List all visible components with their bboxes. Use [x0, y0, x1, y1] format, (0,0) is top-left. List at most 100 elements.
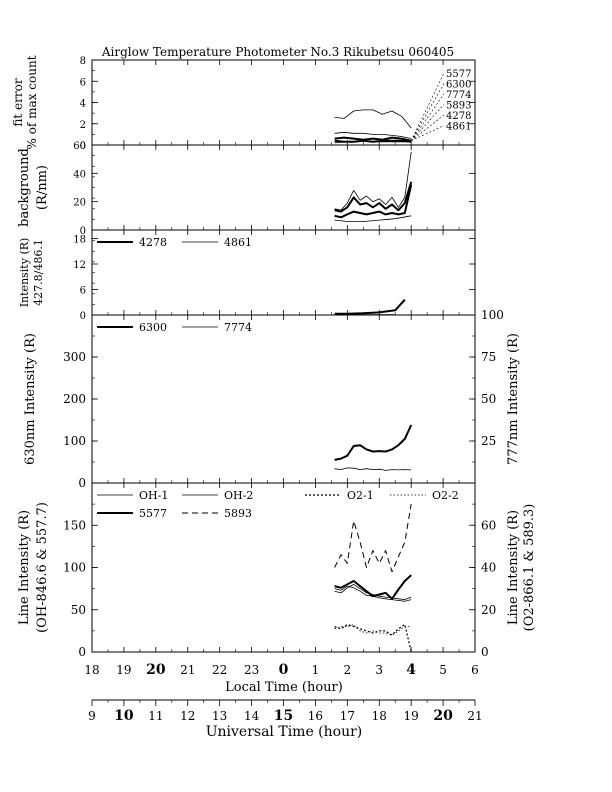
y-axis-label: fit error — [11, 78, 25, 126]
local-tick-label: 18 — [84, 663, 99, 677]
y-tick-label: 12 — [73, 260, 86, 271]
y-tick-label-right: 40 — [481, 561, 496, 575]
y-axis-label-right: (O2-866.1 & 589.3) — [522, 504, 537, 632]
y-tick-label: 2 — [80, 120, 86, 131]
y-tick-label: 0 — [80, 226, 86, 237]
y-tick-label-right: 20 — [481, 603, 496, 617]
universal-tick-label: 20 — [433, 708, 453, 724]
y-tick-label: 50 — [71, 603, 86, 617]
series-5893 — [334, 504, 412, 573]
y-tick-label: 40 — [73, 169, 86, 180]
legend-label-OH-2: OH-2 — [224, 489, 253, 502]
y-axis-label-right: Line Intensity (R) — [506, 510, 521, 625]
universal-tick-label: 17 — [340, 709, 355, 723]
y-tick-label: 18 — [73, 235, 86, 246]
y-tick-label: 8 — [80, 56, 86, 67]
series-O2-1 — [334, 623, 412, 653]
local-tick-label: 6 — [471, 663, 479, 677]
legend-label-7774: 7774 — [224, 321, 252, 334]
local-tick-label: 19 — [116, 663, 131, 677]
leader-4278 — [410, 114, 445, 141]
local-tick-label: 2 — [344, 663, 352, 677]
y-axis-label: % of max count — [25, 55, 39, 149]
panel-background: 0 20 40 60 background (R/nm) — [17, 141, 476, 237]
series-5893 — [334, 109, 412, 129]
series-4278 — [334, 299, 406, 315]
universal-tick-label: 12 — [180, 709, 195, 723]
legend-label-4861: 4861 — [224, 236, 252, 249]
y-tick-label-right: 100 — [481, 308, 504, 322]
series-O2-2 — [334, 624, 412, 636]
y-axis-label: background — [17, 148, 32, 227]
series-7774 — [334, 131, 412, 139]
y-tick-label-right: 25 — [481, 434, 496, 448]
panel-blue-intensity: 0 6 12 18 Intensity (R) 427.8/486.1 4278 4861 — [18, 229, 476, 322]
legend-label-5577: 5577 — [139, 507, 167, 520]
y-axis-label: Intensity (R) — [18, 238, 31, 308]
universal-tick-label: 19 — [404, 709, 419, 723]
y-tick-label-right: 50 — [481, 392, 496, 406]
universal-tick-label: 21 — [467, 709, 482, 723]
y-tick-label: 300 — [63, 350, 86, 364]
legend-label-4278: 4278 — [139, 236, 167, 249]
fit-label-4278: 4278 — [446, 111, 471, 122]
y-tick-label: 150 — [63, 518, 86, 532]
y-tick-label: 6 — [80, 77, 86, 88]
panel-fit-error: 0 2 4 6 8 fit error% of max count 557763007774… — [11, 55, 476, 152]
y-tick-label: 100 — [63, 434, 86, 448]
universal-tick-label: 16 — [308, 709, 323, 723]
y-tick-label: 200 — [63, 392, 86, 406]
local-tick-label: 23 — [244, 663, 259, 677]
local-tick-label: 0 — [279, 662, 289, 678]
y-axis-label: 630nm Intensity (R) — [23, 333, 38, 465]
legend-label-O2-2: O2-2 — [432, 489, 459, 502]
y-tick-label: 0 — [78, 645, 86, 659]
universal-tick-label: 14 — [244, 709, 260, 723]
panel-frame — [91, 314, 476, 484]
series-bg-3 — [334, 181, 413, 213]
series-bg-2 — [334, 152, 412, 211]
y-tick-label: 100 — [63, 561, 86, 575]
panel-frame — [91, 144, 476, 231]
series-6300 — [334, 424, 413, 461]
y-axis-label: (R/nm) — [35, 165, 50, 210]
y-tick-label: 0 — [80, 141, 86, 152]
y-tick-label: 4 — [80, 99, 86, 110]
legend-label-6300: 6300 — [139, 321, 167, 334]
universal-tick-label: 9 — [88, 709, 96, 723]
fit-label-6300: 6300 — [446, 80, 471, 91]
universal-tick-label: 13 — [212, 709, 227, 723]
y-axis-label: Line Intensity (R) — [17, 510, 32, 625]
panel-frame — [91, 59, 476, 146]
universal-tick-label: 10 — [114, 708, 134, 724]
series-5577 — [334, 136, 412, 142]
local-tick-label: 3 — [375, 663, 383, 677]
y-axis-label: 427.8/486.1 — [32, 239, 45, 306]
fit-label-4861: 4861 — [446, 122, 471, 133]
y-tick-label: 60 — [73, 141, 86, 152]
y-tick-label-right: 0 — [481, 645, 489, 659]
local-time-label: Local Time (hour) — [225, 680, 343, 695]
y-axis-label: (OH-846.6 & 557.7) — [35, 502, 50, 633]
local-tick-label: 21 — [180, 663, 195, 677]
local-tick-label: 20 — [146, 662, 166, 678]
legend-label-O2-1: O2-1 — [347, 489, 374, 502]
leader-5577 — [410, 72, 445, 141]
universal-tick-label: 11 — [148, 709, 163, 723]
legend-label-5893: 5893 — [224, 507, 252, 520]
series-OH-1 — [334, 584, 412, 600]
fit-label-5577: 5577 — [446, 69, 471, 80]
legend-label-OH-1: OH-1 — [139, 489, 168, 502]
y-tick-label: 0 — [78, 476, 86, 490]
local-tick-label: 5 — [439, 663, 447, 677]
series-bg-1 — [334, 184, 413, 219]
universal-time-label: Universal Time (hour) — [206, 724, 363, 740]
y-tick-label: 20 — [73, 198, 86, 209]
fit-label-5893: 5893 — [446, 101, 471, 112]
series-4278 — [334, 140, 412, 144]
y-tick-label-right: 60 — [481, 518, 496, 532]
panel-red-intensity: 0 100 200 300 25 50 75 100 630nm Intensity (R) 77… — [23, 308, 521, 490]
local-tick-label: 22 — [212, 663, 227, 677]
y-tick-label: 6 — [80, 286, 86, 297]
